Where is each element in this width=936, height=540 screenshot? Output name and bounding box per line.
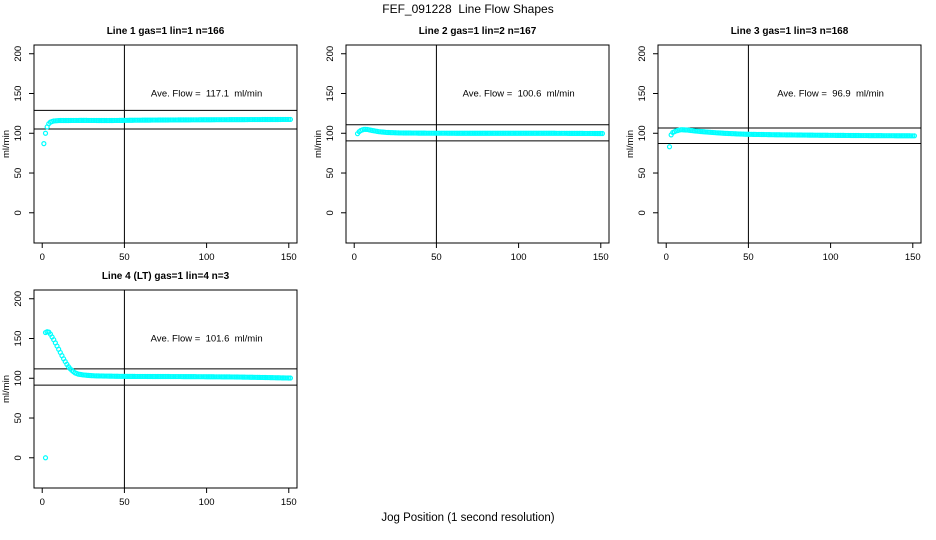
data-points bbox=[666, 127, 918, 150]
x-tick-label: 50 bbox=[119, 252, 130, 263]
x-tick-label: 150 bbox=[281, 252, 297, 263]
y-axis-label: ml/min bbox=[625, 130, 636, 158]
y-tick-label: 100 bbox=[637, 125, 648, 141]
x-tick-label: 100 bbox=[199, 497, 215, 508]
reference-lines bbox=[34, 45, 297, 243]
y-tick-label: 0 bbox=[13, 210, 24, 215]
plot-frame bbox=[345, 44, 610, 244]
y-tick-label: 150 bbox=[325, 86, 336, 102]
data-points bbox=[354, 126, 606, 137]
y-tick-label: 150 bbox=[13, 331, 24, 347]
y-tick-label: 200 bbox=[13, 291, 24, 307]
y-tick-label: 50 bbox=[325, 168, 336, 179]
y-tick-label: 150 bbox=[13, 86, 24, 102]
x-tick-label: 100 bbox=[823, 252, 839, 263]
panel-line-3: 0 50 100 150 0 50 100 150 200 ml/min Line 3 gas=1 … bbox=[624, 18, 936, 265]
panel-title: Line 3 gas=1 lin=3 n=168 bbox=[731, 26, 849, 37]
y-axis: 0 50 100 150 200 bbox=[13, 46, 34, 215]
ave-flow-annotation: Ave. Flow = 101.6 ml/min bbox=[151, 334, 263, 345]
chart-canvas: 0 50 100 150 0 50 100 150 200 ml/min Line 1 gas=1 … bbox=[1, 26, 298, 263]
y-tick-label: 0 bbox=[325, 210, 336, 215]
y-tick-label: 100 bbox=[325, 125, 336, 141]
y-tick-label: 50 bbox=[637, 168, 648, 179]
y-tick-label: 200 bbox=[637, 46, 648, 62]
data-point bbox=[599, 130, 606, 137]
data-point bbox=[41, 141, 47, 147]
y-axis-label: ml/min bbox=[1, 130, 12, 158]
panel-title: Line 1 gas=1 lin=1 n=166 bbox=[107, 26, 225, 37]
figure-title: FEF_091228 Line Flow Shapes bbox=[382, 2, 554, 16]
x-axis: 0 50 100 150 bbox=[352, 243, 609, 263]
y-axis: 0 50 100 150 200 bbox=[637, 46, 658, 215]
data-point bbox=[666, 144, 673, 150]
x-tick-label: 0 bbox=[664, 252, 669, 263]
x-tick-label: 50 bbox=[431, 252, 442, 263]
x-tick-label: 150 bbox=[905, 252, 921, 263]
x-tick-label: 150 bbox=[593, 252, 609, 263]
x-tick-label: 100 bbox=[511, 252, 527, 263]
x-tick-label: 0 bbox=[352, 252, 357, 263]
plot-frame bbox=[33, 289, 298, 489]
y-tick-label: 100 bbox=[13, 125, 24, 141]
data-point bbox=[911, 133, 918, 139]
panel-title: Line 2 gas=1 lin=2 n=167 bbox=[419, 26, 537, 37]
data-point bbox=[287, 375, 294, 381]
panel-title: Line 4 (LT) gas=1 lin=4 n=3 bbox=[102, 271, 230, 282]
figure-xlabel: Jog Position (1 second resolution) bbox=[381, 512, 555, 524]
chart-canvas: 0 50 100 150 0 50 100 150 200 ml/min Line 2 gas=1 … bbox=[313, 26, 610, 263]
panel-line-2: 0 50 100 150 0 50 100 150 200 ml/min Line 2 gas=1 … bbox=[312, 18, 624, 265]
plot-frame bbox=[657, 44, 922, 244]
panel-line-4: 0 50 100 150 0 50 100 150 200 ml/min Line 4 (LT) g… bbox=[0, 263, 312, 510]
y-tick-label: 200 bbox=[325, 46, 336, 62]
data-point bbox=[42, 130, 49, 136]
y-tick-label: 100 bbox=[13, 370, 24, 386]
y-tick-label: 0 bbox=[13, 455, 24, 460]
y-axis-label: ml/min bbox=[313, 130, 324, 158]
plot-frame bbox=[33, 44, 298, 244]
x-tick-label: 50 bbox=[119, 497, 130, 508]
x-axis: 0 50 100 150 bbox=[664, 243, 921, 263]
reference-lines bbox=[658, 45, 921, 243]
x-tick-label: 0 bbox=[40, 252, 45, 263]
ave-flow-annotation: Ave. Flow = 100.6 ml/min bbox=[463, 89, 575, 100]
reference-lines bbox=[346, 45, 609, 243]
ave-flow-annotation: Ave. Flow = 117.1 ml/min bbox=[151, 89, 262, 100]
y-tick-label: 0 bbox=[637, 210, 648, 215]
data-point bbox=[42, 455, 49, 461]
chart-canvas: 0 50 100 150 0 50 100 150 200 ml/min Line 4 (LT) g… bbox=[1, 271, 298, 508]
ave-flow-annotation: Ave. Flow = 96.9 ml/min bbox=[777, 89, 884, 100]
x-axis: 0 50 100 150 bbox=[40, 488, 297, 508]
y-axis: 0 50 100 150 200 bbox=[325, 46, 346, 215]
y-tick-label: 50 bbox=[13, 168, 24, 179]
panel-line-1: 0 50 100 150 0 50 100 150 200 ml/min Line 1 gas=1 … bbox=[0, 18, 312, 265]
x-tick-label: 100 bbox=[199, 252, 215, 263]
reference-lines bbox=[34, 290, 297, 488]
y-axis-label: ml/min bbox=[1, 375, 12, 403]
x-axis: 0 50 100 150 bbox=[40, 243, 297, 263]
chart-canvas: 0 50 100 150 0 50 100 150 200 ml/min Line 3 gas=1 … bbox=[625, 26, 922, 263]
x-tick-label: 50 bbox=[743, 252, 754, 263]
x-tick-label: 0 bbox=[40, 497, 45, 508]
y-axis: 0 50 100 150 200 bbox=[13, 291, 34, 460]
data-points bbox=[42, 329, 294, 461]
x-tick-label: 150 bbox=[281, 497, 297, 508]
y-tick-label: 150 bbox=[637, 86, 648, 102]
y-tick-label: 200 bbox=[13, 46, 24, 62]
data-point bbox=[287, 116, 294, 123]
y-tick-label: 50 bbox=[13, 413, 24, 424]
data-points bbox=[41, 116, 294, 147]
